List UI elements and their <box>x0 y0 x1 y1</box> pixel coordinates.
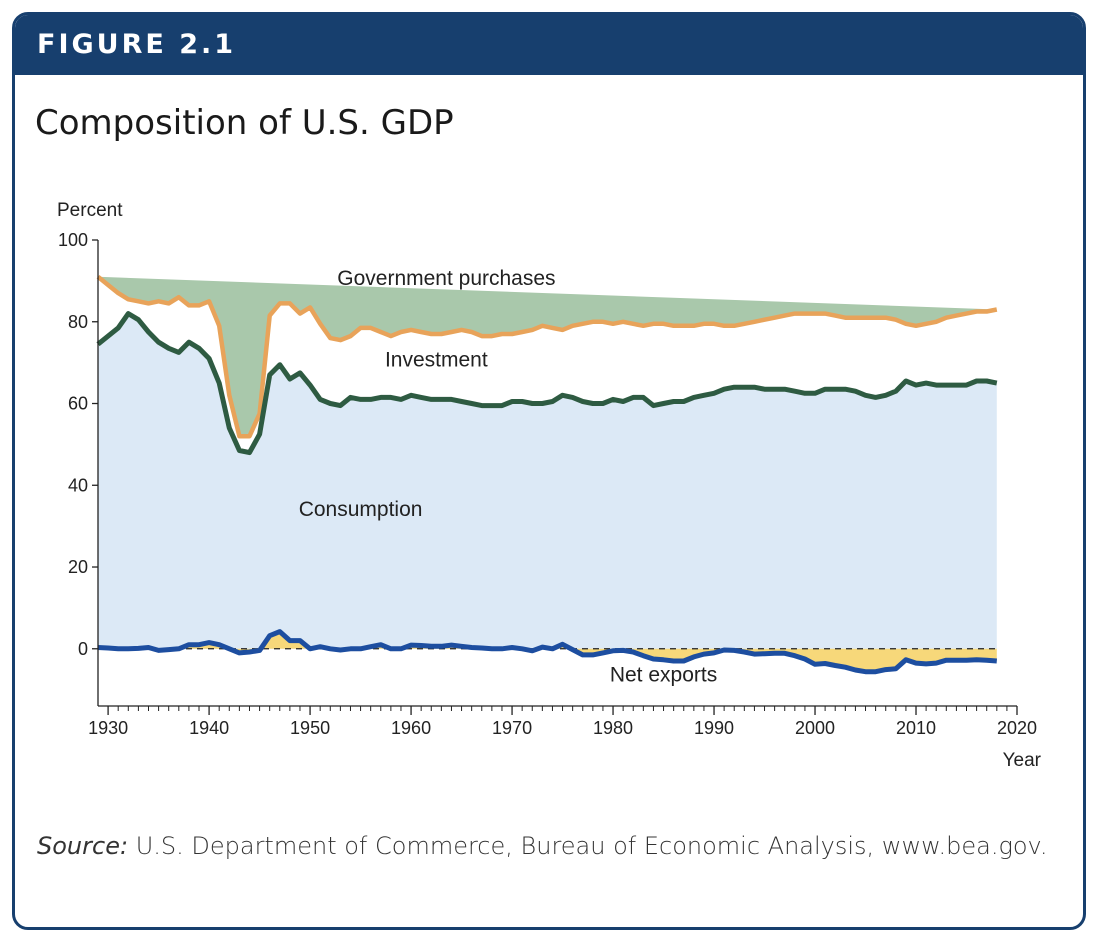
figure-banner: FIGURE 2.1 <box>15 15 1083 75</box>
x-tick-label: 1960 <box>391 718 431 738</box>
source-note: Source: U.S. Department of Commerce, Bur… <box>37 821 1057 871</box>
x-tick-label: 1970 <box>492 718 532 738</box>
y-tick-label: 80 <box>68 312 88 332</box>
chart-title: Composition of U.S. GDP <box>35 103 454 143</box>
investment-label: Investment <box>385 349 488 372</box>
government-label: Government purchases <box>337 267 555 290</box>
net-exports-line <box>97 629 997 675</box>
x-tick-label: 1950 <box>290 718 330 738</box>
source-text: U.S. Department of Commerce, Bureau of E… <box>135 832 1048 860</box>
consumption-line <box>96 311 998 456</box>
source-label: Source: <box>37 832 129 860</box>
x-tick-label: 1930 <box>88 718 128 738</box>
net-exports-area <box>98 631 997 672</box>
investment-top-line <box>96 275 998 439</box>
x-tick-label: 2000 <box>795 718 835 738</box>
x-axis-label: Year <box>1003 750 1042 771</box>
consumption-label: Consumption <box>299 498 423 521</box>
x-tick-label: 2020 <box>997 718 1037 738</box>
y-axis-label: Percent <box>57 200 123 221</box>
y-tick-label: 40 <box>68 475 88 495</box>
y-tick-label: 100 <box>58 230 88 250</box>
net-exports-label: Net exports <box>610 663 717 686</box>
consumption-area <box>98 313 997 649</box>
chart-axes: 0 20 40 60 80 100 1930 1940 1950 1960 1970 1980 1990… <box>58 230 1037 738</box>
x-tick-label: 1980 <box>593 718 633 738</box>
x-tick-label: 1990 <box>694 718 734 738</box>
x-tick-label: 1940 <box>189 718 229 738</box>
y-tick-label: 20 <box>68 557 88 577</box>
y-tick-label: 0 <box>78 639 88 659</box>
chart-areas <box>98 276 997 672</box>
x-tick-label: 2010 <box>896 718 936 738</box>
chart-lines <box>96 275 998 675</box>
y-tick-label: 60 <box>68 394 88 414</box>
chart-labels: Percent Year Government purchases Investmen… <box>57 200 1042 771</box>
